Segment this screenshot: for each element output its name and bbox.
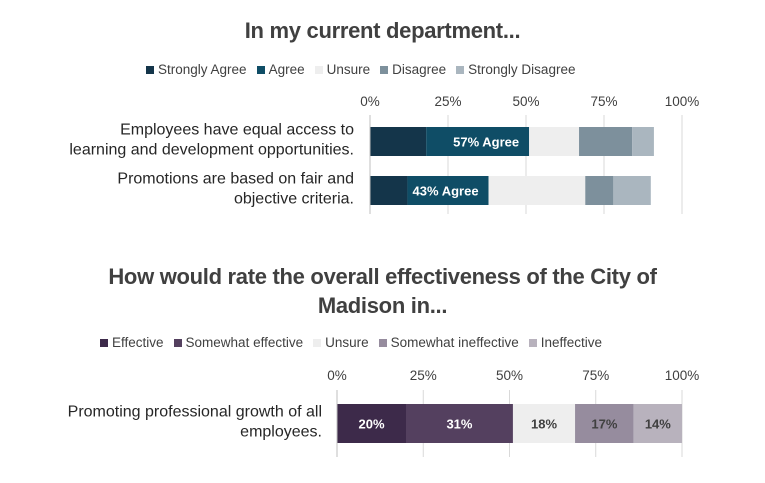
chart1-category-label: Employees have equal access to <box>120 122 354 139</box>
chart1-tick-label: 75% <box>590 94 617 109</box>
chart1-legend-label: Agree <box>268 62 305 77</box>
chart2-legend-swatch <box>378 338 387 347</box>
chart1-legend-item: Strongly Disagree <box>456 62 575 77</box>
chart2-title-line2: Madison in... <box>317 293 448 318</box>
chart1-legend-label: Strongly Agree <box>158 62 247 77</box>
chart2-data-label: 14% <box>645 417 671 432</box>
chart1-legend-swatch <box>256 65 265 74</box>
chart2-legend-item: Unsure <box>313 335 369 350</box>
chart2-data-label: 17% <box>591 417 617 432</box>
chart1-bar-segment <box>426 127 530 156</box>
chart1-legend-swatch <box>380 65 389 74</box>
chart1-bar-segment <box>370 127 427 156</box>
chart1-bar-segment <box>613 176 651 205</box>
chart1-legend-swatch <box>456 65 465 74</box>
chart1-data-label: 57% Agree <box>453 135 519 150</box>
chart1-tick-label: 100% <box>665 94 700 109</box>
chart2-data-label: 18% <box>531 417 557 432</box>
chart2-legend-swatch <box>100 338 108 347</box>
chart1-legend-swatch <box>146 65 154 74</box>
chart1-legend-label: Unsure <box>326 62 371 77</box>
chart1-bar-segment <box>529 127 580 156</box>
chart1-bar-segment <box>488 176 586 205</box>
chart2-tick-label: 100% <box>665 368 700 383</box>
chart2-bar-segment <box>633 404 682 443</box>
chart2-legend-swatch <box>173 338 182 347</box>
chart2-bar-segment <box>406 404 513 443</box>
chart1-bar-segment <box>370 176 408 205</box>
chart2-legend-item: Effective <box>100 335 164 350</box>
chart2-legend-item: Somewhat ineffective <box>378 335 519 350</box>
chart1-legend-swatch <box>314 65 323 74</box>
chart2-title: How would rate the overall effectiveness… <box>0 262 765 320</box>
chart1-category-label: Promotions are based on fair and <box>117 171 354 188</box>
chart2-category-label: employees. <box>240 424 322 441</box>
chart1-tick-label: 50% <box>512 94 539 109</box>
chart2-tick-label: 0% <box>327 368 347 383</box>
chart2-legend-label: Somewhat effective <box>185 335 304 350</box>
chart2-bar-segment <box>575 404 634 443</box>
chart1-legend-item: Unsure <box>314 62 371 77</box>
chart1-legend-item: Agree <box>256 62 305 77</box>
chart2-legend-swatch <box>313 338 322 347</box>
chart2-data-label: 20% <box>358 417 384 432</box>
chart2-legend-label: Unsure <box>325 335 369 350</box>
chart2-title-line1: How would rate the overall effectiveness… <box>108 264 657 289</box>
chart2-tick-label: 75% <box>582 368 609 383</box>
chart1-legend-item: Strongly Agree <box>146 62 247 77</box>
chart1-bar-segment <box>632 127 654 156</box>
chart2-tick-label: 25% <box>410 368 437 383</box>
chart1-legend-label: Disagree <box>392 62 447 77</box>
chart2-category-label: Promoting professional growth of all <box>68 404 322 421</box>
chart2-legend-swatch <box>528 338 537 347</box>
chart1-tick-label: 25% <box>434 94 461 109</box>
chart1-legend-label: Strongly Disagree <box>468 62 576 77</box>
chart1-data-label: 43% Agree <box>413 184 479 199</box>
chart2-data-label: 31% <box>446 417 472 432</box>
chart2-legend-label: Ineffective <box>540 335 603 350</box>
chart2-legend-label: Somewhat ineffective <box>390 335 519 350</box>
chart1-bar-segment <box>407 176 489 205</box>
chart2-tick-label: 50% <box>496 368 523 383</box>
chart1-title: In my current department... <box>244 18 521 43</box>
chart1-category-label: learning and development opportunities. <box>69 142 354 159</box>
chart2-bar-segment <box>512 404 576 443</box>
chart2-legend: Effective Somewhat effective Unsure Somewha… <box>100 335 612 350</box>
chart1-bar-segment <box>579 127 633 156</box>
chart1-legend: Strongly Agree Agree Unsure Disagree Strongl… <box>146 62 585 77</box>
chart2-bar-segment <box>337 404 406 443</box>
chart2-legend-label: Effective <box>112 335 164 350</box>
chart1-bar-segment <box>585 176 614 205</box>
chart2-legend-item: Ineffective <box>528 335 603 350</box>
chart1-legend-item: Disagree <box>380 62 446 77</box>
chart1-tick-label: 0% <box>360 94 380 109</box>
chart2-legend-item: Somewhat effective <box>173 335 304 350</box>
chart1-category-label: objective criteria. <box>234 191 354 208</box>
